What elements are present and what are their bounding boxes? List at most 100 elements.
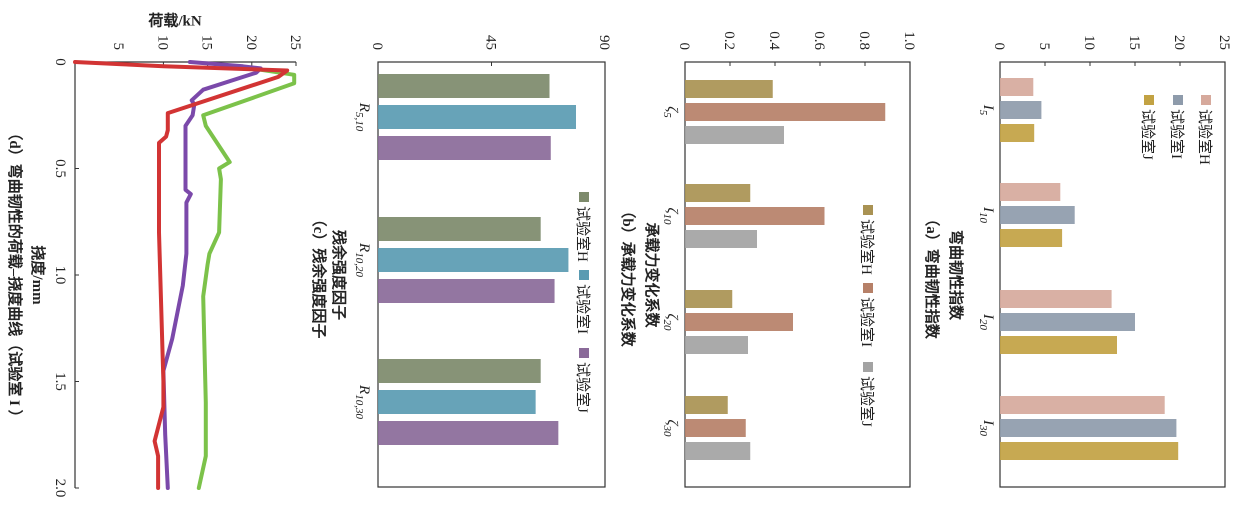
legend-label: 试验室I [574,284,591,334]
panel-c: 残余强度因子 （c）残余强度因子 0 45 90 试验室H 试验室I 试验室J R5,10 R… [310,35,612,488]
bar-ζ5-试验室H [685,80,773,98]
panel-c-title-duplicate: 残余强度因子 [330,230,348,320]
bar-ζ5-试验室J [685,126,784,144]
legend-swatch [579,270,589,280]
bar-I5-试验室I [999,101,1042,119]
panel-a-plot-frame [999,61,1226,488]
series-line-green [196,66,297,490]
legend-swatch [579,348,589,358]
series-line-red [73,60,290,490]
category-label: ζ10 [661,207,680,225]
panel-a: 弯曲韧性指数 （a）弯曲韧性指数 0 5 10 15 20 25 试验室H 试验室I 试验室J I… [923,35,1232,488]
panel-b: 承载力变化系数 （b）承载力变化系数 0 0.2 0.4 0.6 0.8 1.0 试验室H 试… [619,31,917,488]
legend-label: 试验室I [1168,109,1185,159]
bar-I10-试验室H [1000,183,1061,201]
bar-R5,10-试验室I [378,105,576,129]
panel-d-y-label: 荷载/kN [148,11,202,29]
legend-label: 试验室J [1139,109,1156,160]
bar-ζ10-试验室H [685,184,751,202]
legend-swatch [1201,95,1211,105]
legend-swatch [863,362,873,372]
legend-label: 试验室H [1196,109,1213,165]
bar-I30-试验室I [1000,419,1177,437]
y-tick-label: 15 [199,35,215,50]
panel-b-plot-frame [684,61,911,488]
legend-swatch [579,192,589,202]
bar-ζ10-试验室J [685,230,757,248]
category-label: R10,20 [353,242,372,277]
bar-ζ10-试验室I [685,207,825,225]
y-tick-label: 0 [676,43,692,51]
bar-I20-试验室I [1000,313,1135,331]
x-tick-label: 2.0 [52,479,68,498]
series-line-purple [161,60,263,490]
legend-label: 试验室J [858,376,875,427]
category-label: I10 [977,206,996,224]
y-tick-label: 1.0 [901,31,917,50]
legend-label: 试验室H [574,206,591,262]
bar-R10,20-试验室I [378,248,569,272]
panel-a-title: （a）弯曲韧性指数 [923,211,941,340]
bar-I5-试验室H [1000,78,1034,96]
panel-a-title-duplicate: 弯曲韧性指数 [947,230,965,321]
legend-label: 试验室I [858,297,875,347]
x-tick-label: 0 [52,58,68,66]
panel-d: 荷载/kN 挠度/mm （d）弯曲韧性的荷载–挠度曲线（试验室 I ） 0 0.5… [6,11,303,497]
bar-R10,30-试验室J [377,421,559,445]
y-tick-label: 25 [1216,35,1232,50]
bar-I30-试验室H [1000,396,1165,414]
bar-ζ5-试验室I [685,103,886,121]
bar-ζ30-试验室H [685,396,728,414]
category-label: I5 [977,104,996,116]
legend-label: 试验室H [858,219,875,275]
y-tick-label: 15 [1126,35,1142,50]
x-tick-label: 1.5 [52,372,68,391]
bar-ζ20-试验室J [685,336,748,354]
bar-ζ20-试验室I [685,313,793,331]
bar-R10,20-试验室J [377,279,555,303]
bar-I10-试验室I [1000,206,1075,224]
panel-c-title: （c）残余强度因子 [310,212,328,339]
x-tick-label: 0.5 [52,159,68,178]
y-tick-label: 0 [991,43,1007,51]
bar-R5,10-试验室H [378,74,550,98]
bar-I30-试验室J [1000,442,1179,460]
y-tick-label: 0.6 [811,31,827,50]
y-tick-label: 10 [154,35,170,50]
y-tick-label: 90 [596,35,612,50]
bar-R10,30-试验室H [378,359,541,383]
y-tick-label: 10 [1081,35,1097,50]
bar-I5-试验室J [999,124,1035,142]
legend-swatch [863,205,873,215]
y-tick-label: 0.4 [766,31,782,50]
y-tick-label: 45 [483,35,499,50]
legend-swatch [863,283,873,293]
y-tick-label: 5 [1036,43,1052,51]
bar-R5,10-试验室J [378,136,551,160]
y-tick-label: 20 [1171,35,1187,50]
panel-d-x-label: 挠度/mm [29,245,47,305]
bar-R10,30-试验室I [378,390,536,414]
panel-b-title-duplicate: 承载力变化系数 [643,222,661,328]
category-label: ζ20 [661,313,680,331]
bar-ζ20-试验室H [685,290,733,308]
bar-I20-试验室H [1000,290,1112,308]
y-tick-label: 20 [243,35,259,50]
legend-label: 试验室J [574,362,591,413]
bar-I20-试验室J [1000,336,1117,354]
panel-d-title: （d）弯曲韧性的荷载–挠度曲线（试验室 I ） [6,125,24,424]
bar-ζ30-试验室I [685,419,746,437]
category-label: I20 [977,313,996,331]
legend-swatch [1173,95,1183,105]
category-label: ζ30 [661,419,680,437]
category-label: R10,30 [353,384,372,419]
y-tick-label: 0.2 [721,31,737,50]
y-tick-label: 0.8 [856,31,872,50]
y-tick-label: 0 [369,43,385,51]
y-tick-label: 25 [287,35,303,50]
category-label: ζ5 [661,106,680,118]
y-tick-label: 5 [110,43,126,51]
